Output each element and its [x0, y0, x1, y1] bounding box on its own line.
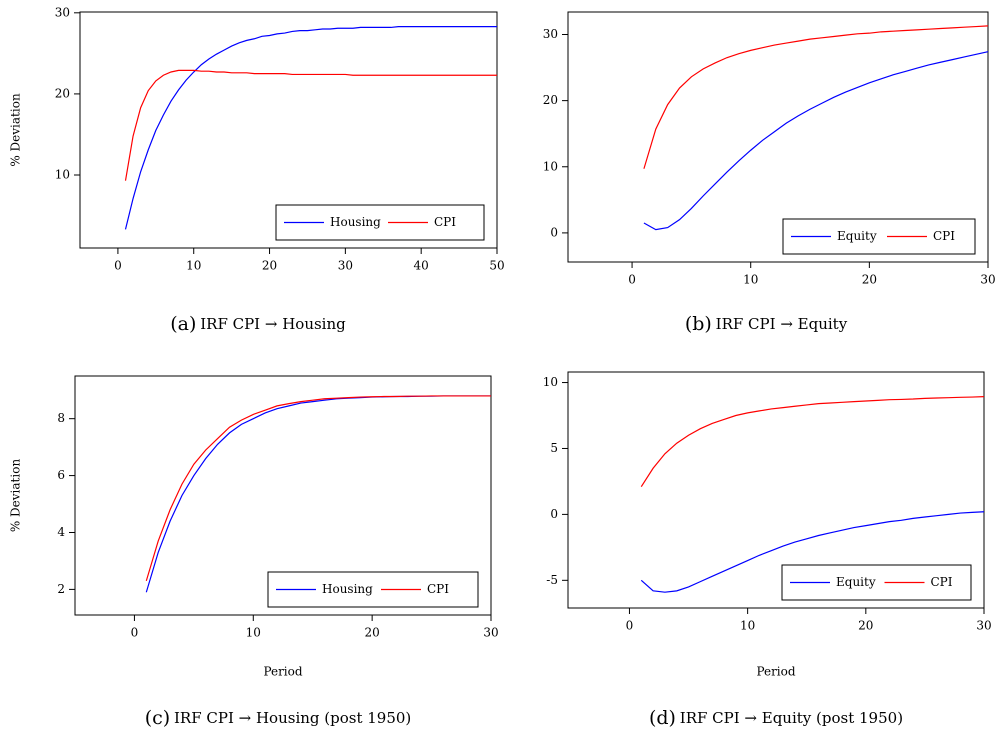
panel: 0 10 20 30 2 4 6 8 % Deviation Period Housing CPI (c… — [9, 375, 499, 729]
series-line — [640, 511, 985, 593]
x-tick-label: 30 — [980, 273, 995, 287]
x-tick-label: 10 — [743, 273, 758, 287]
caption-label: (a) — [170, 313, 196, 335]
legend-label: Equity — [837, 229, 877, 243]
caption-text: IRF CPI → Equity — [716, 315, 848, 333]
x-tick-label: 40 — [414, 259, 429, 273]
series-line — [124, 26, 497, 230]
legend: Equity CPI — [781, 564, 972, 601]
caption-text: IRF CPI → Equity (post 1950) — [680, 709, 903, 727]
y-tick-label: 8 — [57, 411, 65, 425]
legend-label: CPI — [427, 582, 449, 596]
y-tick-label: 10 — [55, 168, 70, 182]
plot-frame — [567, 371, 985, 609]
plot-frame — [74, 375, 492, 616]
legend-label: CPI — [933, 229, 955, 243]
x-tick-label: 10 — [740, 619, 755, 633]
y-tick-label: 20 — [55, 86, 70, 100]
plot-frame — [567, 11, 989, 263]
series-line — [145, 395, 491, 582]
x-tick-label: 0 — [114, 259, 122, 273]
y-tick-label: -5 — [546, 573, 558, 587]
x-tick-label: 20 — [858, 619, 873, 633]
y-axis-label: % Deviation — [9, 93, 23, 167]
legend: Housing CPI — [267, 571, 479, 608]
x-tick-label: 50 — [489, 259, 504, 273]
x-axis-label: Period — [756, 665, 795, 679]
x-tick-label: 30 — [338, 259, 353, 273]
panel: 0 10 20 30 0 10 20 30 Equity CPI (b) IRF CPI → Equ… — [543, 11, 996, 335]
caption-text: IRF CPI → Housing — [200, 315, 346, 333]
y-tick-label: 2 — [57, 582, 65, 596]
panel: 0 10 20 30 -5 0 5 10 Period Equity CPI (d) IRF CPI … — [543, 371, 992, 729]
x-tick-label: 10 — [246, 626, 261, 640]
legend-label: CPI — [931, 575, 953, 589]
caption: (b) IRF CPI → Equity — [685, 313, 848, 335]
series-line — [643, 51, 989, 231]
y-axis-label: % Deviation — [9, 459, 23, 533]
caption-text: IRF CPI → Housing (post 1950) — [174, 709, 411, 727]
y-tick-label: 30 — [543, 27, 558, 41]
legend-label: CPI — [434, 215, 456, 229]
caption-label: (c) — [145, 707, 170, 729]
y-tick-label: 30 — [55, 5, 70, 19]
x-tick-label: 0 — [131, 626, 139, 640]
x-tick-label: 0 — [628, 273, 636, 287]
y-tick-label: 20 — [543, 93, 558, 107]
y-tick-label: 10 — [543, 375, 558, 389]
y-tick-label: 4 — [57, 525, 65, 539]
series-line — [643, 25, 989, 169]
y-tick-label: 5 — [550, 441, 558, 455]
y-tick-label: 0 — [550, 225, 558, 239]
x-tick-label: 20 — [862, 273, 877, 287]
legend-label: Housing — [330, 215, 381, 229]
legend: Equity CPI — [782, 218, 976, 255]
plot-frame — [79, 11, 498, 249]
x-tick-label: 20 — [262, 259, 277, 273]
caption-label: (b) — [685, 313, 712, 335]
caption: (c) IRF CPI → Housing (post 1950) — [145, 707, 412, 729]
x-tick-label: 10 — [186, 259, 201, 273]
y-tick-label: 6 — [57, 468, 65, 482]
y-tick-label: 0 — [550, 507, 558, 521]
x-tick-label: 30 — [483, 626, 498, 640]
series-line — [640, 396, 985, 488]
y-tick-label: 10 — [543, 159, 558, 173]
legend-label: Equity — [836, 575, 876, 589]
x-tick-label: 30 — [976, 619, 991, 633]
caption-label: (d) — [649, 707, 676, 729]
caption: (a) IRF CPI → Housing — [170, 313, 346, 335]
caption: (d) IRF CPI → Equity (post 1950) — [649, 707, 903, 729]
x-tick-label: 20 — [365, 626, 380, 640]
x-axis-label: Period — [263, 665, 302, 679]
legend: Housing CPI — [275, 204, 485, 241]
legend-label: Housing — [322, 582, 373, 596]
series-line — [124, 69, 497, 181]
series-line — [145, 395, 491, 593]
panel: 0 10 20 30 40 50 10 20 30 % Deviation Housing CPI (a… — [9, 5, 505, 335]
x-tick-label: 0 — [626, 619, 634, 633]
